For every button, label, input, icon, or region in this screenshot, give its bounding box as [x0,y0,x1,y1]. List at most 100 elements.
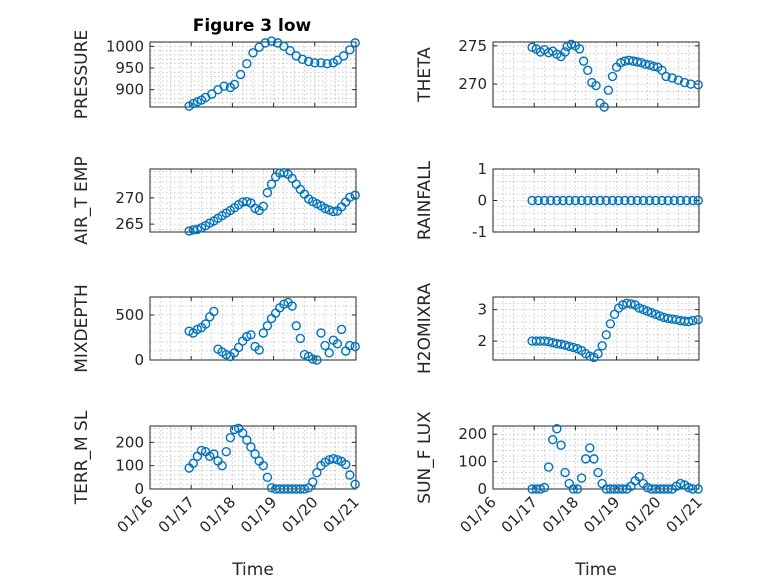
axes-frame-air_temp [149,168,357,233]
data-point-terr_msl [242,435,252,445]
data-point-terr_msl [250,449,260,459]
data-point-pressure [260,38,271,48]
data-point-air_temp [258,201,268,211]
y-tick-label: 200 [115,433,144,451]
data-point-h2omixra [634,303,644,313]
y-tick-label: 100 [458,453,487,471]
data-point-rainfall [607,195,618,206]
data-point-rainfall [570,195,581,206]
data-point-mixdepth [295,333,306,344]
y-axis-label-mixdepth: MIXDEPTH [72,284,92,373]
data-point-theta [578,56,589,66]
data-point-h2omixra [642,306,653,316]
data-point-pressure [338,51,349,61]
data-point-pressure [248,48,258,58]
y-tick-label: 0 [477,192,487,210]
data-point-theta [616,57,626,68]
data-point-air_temp [345,192,355,203]
y-tick-label: 270 [458,75,487,93]
y-axis-label-pressure: PRESSURE [72,30,92,119]
data-point-sun_flux [693,484,703,494]
data-point-theta [603,85,614,95]
data-point-h2omixra [655,311,665,321]
data-point-terr_msl [308,477,318,487]
data-point-pressure [310,58,320,68]
data-point-rainfall [558,195,568,206]
data-point-rainfall [576,195,587,206]
y-axis-label-theta: THETA [415,47,435,103]
y-tick-label: 270 [115,189,144,207]
data-point-h2omixra [638,304,649,315]
data-point-theta [527,42,537,53]
y-axis-label-h2omixra: H2OMIXRA [415,283,435,374]
data-point-air_temp [279,167,289,178]
y-axis-label-rainfall: RAINFALL [415,160,435,240]
data-point-terr_msl [328,453,339,464]
data-point-h2omixra [560,340,570,350]
data-point-theta [693,80,703,90]
data-point-sun_flux [572,484,583,494]
data-point-pressure [316,58,326,68]
data-point-mixdepth [350,341,360,352]
data-point-theta [661,71,671,82]
data-point-pressure [345,45,355,55]
data-point-sun_flux [618,484,628,494]
data-point-h2omixra [626,299,636,309]
data-point-terr_msl [209,449,219,459]
data-point-theta [599,102,609,112]
data-point-h2omixra [651,309,661,320]
data-point-theta [560,47,570,57]
data-point-h2omixra [601,330,611,340]
y-tick-label: 200 [458,425,487,443]
data-point-sun_flux [548,434,558,445]
data-point-h2omixra [693,314,703,325]
data-point-terr_msl [350,479,360,490]
data-point-terr_msl [196,445,207,456]
data-point-rainfall [589,195,599,206]
data-point-pressure [192,97,203,107]
data-point-rainfall [564,195,574,206]
data-point-sun_flux [688,484,698,494]
data-point-theta [640,59,651,69]
data-point-theta [591,80,601,91]
data-point-h2omixra [593,349,603,359]
axes-frame-sun_flux [492,425,700,490]
data-point-rainfall [620,195,630,206]
data-point-theta [583,65,593,75]
data-point-theta [607,71,618,82]
data-point-rainfall [675,195,686,206]
data-point-terr_msl [258,460,268,471]
data-point-terr_msl [262,472,273,483]
y-tick-label: -1 [472,223,487,241]
data-point-terr_msl [299,484,310,494]
data-point-pressure [235,69,246,80]
y-tick-label: 100 [115,457,144,475]
data-point-pressure [322,58,332,69]
data-point-air_temp [350,190,360,200]
data-point-sun_flux [589,454,599,464]
data-point-mixdepth [345,340,355,351]
data-point-rainfall [644,195,655,206]
data-point-terr_msl [332,455,343,465]
data-point-theta [648,61,659,72]
data-point-h2omixra [684,316,694,327]
axes-frame-pressure [149,41,357,108]
data-point-h2omixra [556,339,566,349]
data-point-h2omixra [605,319,616,329]
data-point-theta [636,57,647,68]
axes-frame-mixdepth [149,296,357,361]
data-point-rainfall [663,195,673,206]
data-point-mixdepth [254,345,264,355]
data-point-pressure [254,42,264,52]
data-point-rainfall [657,195,667,206]
data-point-air_temp [328,206,339,217]
y-tick-label: 0 [134,351,144,369]
data-point-air_temp [262,187,273,198]
y-tick-label: 275 [458,37,487,55]
data-point-h2omixra [597,341,607,351]
data-point-pressure [188,98,198,109]
data-point-mixdepth [332,339,343,349]
data-point-rainfall [681,195,692,206]
data-point-theta [679,77,690,88]
